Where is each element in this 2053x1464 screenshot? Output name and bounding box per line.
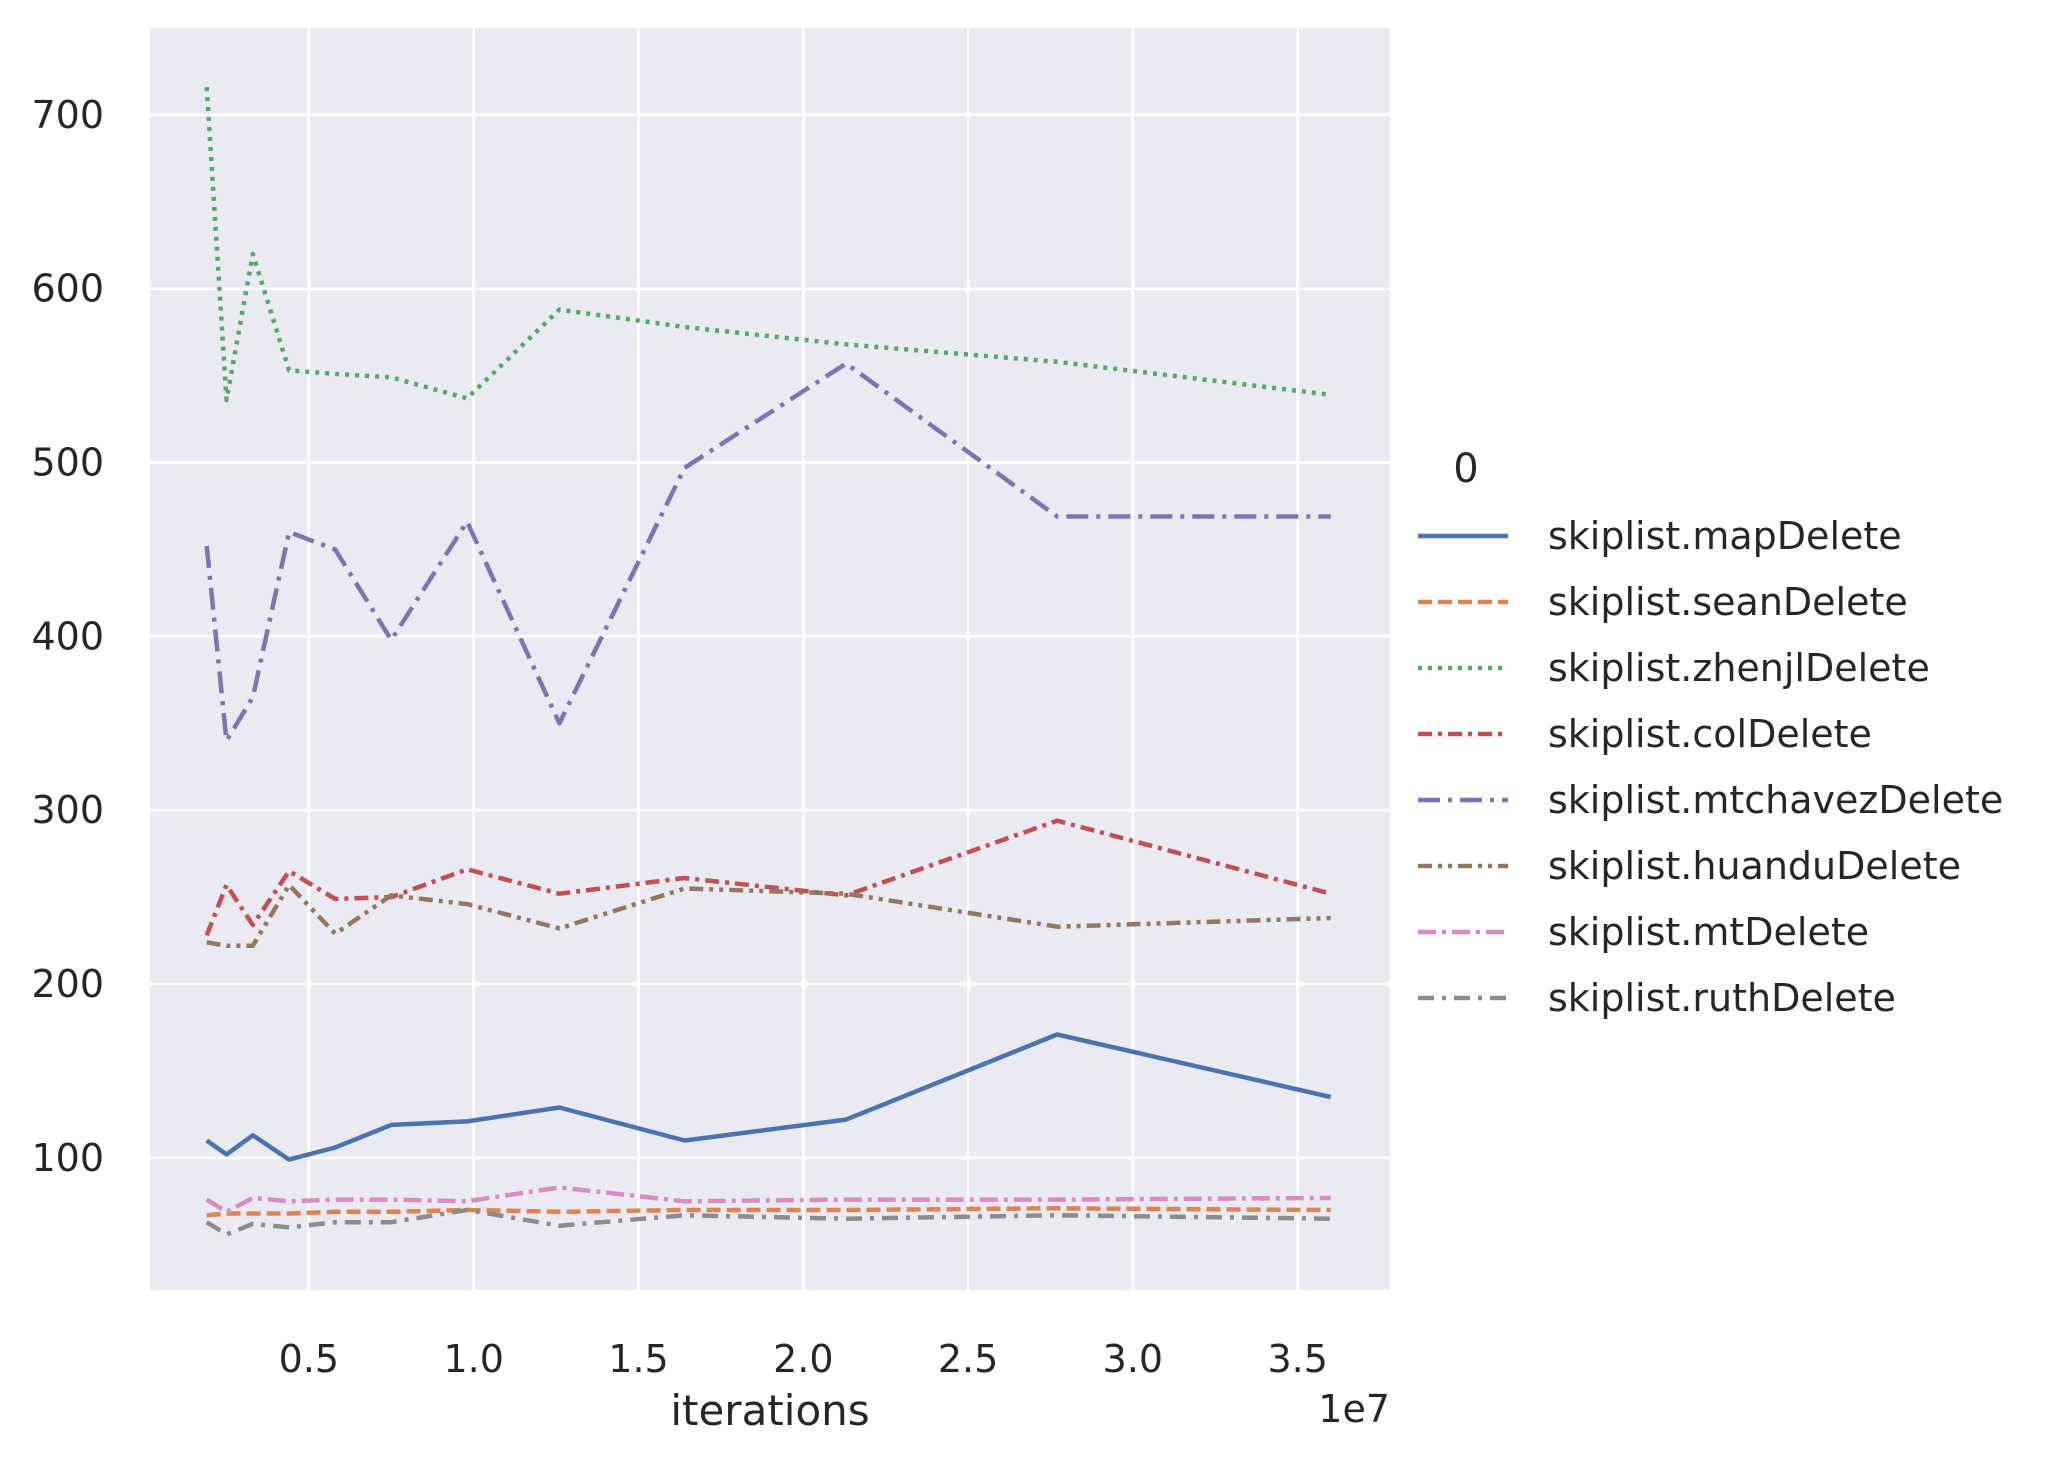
x-tick-label: 1.0 [443, 1337, 503, 1381]
legend-item-label: skiplist.mapDelete [1548, 514, 1902, 558]
series-line [206, 882, 1331, 949]
legend-item-label: skiplist.zhenjlDelete [1548, 646, 1930, 690]
y-tick-label: 700 [31, 93, 104, 137]
plot-background [150, 28, 1390, 1290]
y-tick-label: 400 [31, 614, 104, 658]
legend-item-label: skiplist.huanduDelete [1548, 844, 1961, 888]
x-tick-label: 1.5 [608, 1337, 668, 1381]
series-lines [204, 86, 1332, 1237]
legend-item-label: skiplist.mtDelete [1548, 910, 1869, 954]
x-offset-label: 1e7 [1318, 1387, 1390, 1431]
series-line [205, 1185, 1331, 1215]
y-tick-label: 300 [31, 788, 104, 832]
y-tick-labels: 100 200 300 400 500 600 700 [31, 93, 104, 1180]
y-tick-label: 500 [31, 441, 104, 485]
x-axis-label: iterations [670, 1386, 869, 1435]
x-tick-label: 2.5 [938, 1337, 998, 1381]
series-line [204, 361, 1331, 743]
series-line [206, 1206, 1331, 1218]
legend-item-label: skiplist.ruthDelete [1548, 976, 1896, 1020]
y-tick-label: 600 [31, 267, 104, 311]
series-line [205, 1032, 1332, 1162]
x-tick-label: 3.0 [1103, 1337, 1163, 1381]
x-tick-label: 0.5 [279, 1337, 339, 1381]
legend-item-label: skiplist.colDelete [1548, 712, 1872, 756]
legend-title: 0 [1453, 446, 1478, 492]
y-tick-label: 200 [31, 962, 104, 1006]
series-line [204, 818, 1332, 937]
grid-lines [150, 28, 1390, 1290]
legend-item-label: skiplist.seanDelete [1548, 580, 1908, 624]
legend-item-label: skiplist.mtchavezDelete [1548, 778, 2003, 822]
x-tick-label: 3.5 [1267, 1337, 1327, 1381]
series-line [205, 1207, 1331, 1237]
legend: 0 skiplist.mapDelete skiplist.seanDelete s… [1418, 446, 2003, 1020]
x-tick-label: 2.0 [773, 1337, 833, 1381]
x-tick-labels: 0.5 1.0 1.5 2.0 2.5 3.0 3.5 [279, 1337, 1328, 1381]
y-tick-label: 100 [31, 1136, 104, 1180]
